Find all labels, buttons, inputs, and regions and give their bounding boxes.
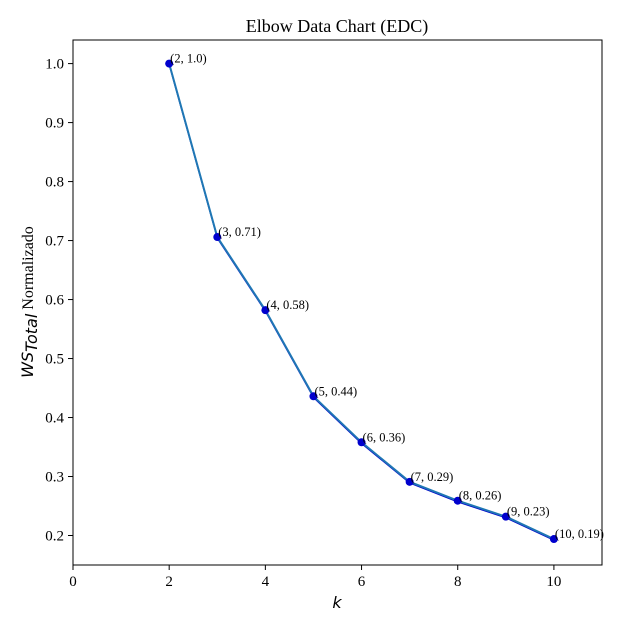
chart-title: Elbow Data Chart (EDC) — [246, 16, 428, 37]
y-tick-label: 0.9 — [45, 116, 64, 132]
x-tick-label: 10 — [546, 574, 561, 590]
data-label: (2, 1.0) — [170, 52, 206, 66]
data-label: (3, 0.71) — [218, 225, 261, 239]
y-axis-label: WSTotal Normalizado — [18, 226, 41, 378]
x-tick-label: 2 — [165, 574, 173, 590]
marker-group — [165, 59, 558, 544]
data-point — [501, 512, 510, 521]
data-label: (10, 0.19) — [555, 527, 604, 541]
x-tick-label: 6 — [358, 574, 366, 590]
data-label: (4, 0.58) — [266, 298, 309, 312]
y-tick-label: 0.6 — [45, 293, 64, 309]
data-point — [309, 392, 318, 401]
data-label: (5, 0.44) — [314, 384, 357, 398]
data-label: (6, 0.36) — [363, 430, 406, 444]
x-tick-label: 4 — [262, 574, 270, 590]
y-tick-label: 0.4 — [45, 411, 64, 427]
data-point — [549, 535, 558, 544]
y-tick-label: 0.8 — [45, 175, 64, 191]
data-label-group: (2, 1.0) (3, 0.71) (4, 0.58) (5, 0.44) (6, 0… — [170, 52, 604, 541]
plot-area-frame — [72, 39, 603, 566]
data-point — [453, 496, 462, 505]
y-axis: 0.2 0.3 0.4 0.5 0.6 0.7 0.8 0.9 1.0 — [45, 57, 73, 545]
data-point — [357, 438, 366, 447]
data-label: (8, 0.26) — [459, 489, 502, 503]
y-tick-label: 0.5 — [45, 352, 64, 368]
svg-text:WSTotal Normalizado: WSTotal Normalizado — [18, 226, 41, 378]
series-line-group — [168, 63, 555, 541]
y-tick-label: 0.2 — [45, 529, 64, 545]
y-tick-label: 0.7 — [45, 234, 64, 250]
data-point — [261, 306, 270, 315]
x-axis: 0 2 4 6 8 10 — [69, 565, 561, 590]
data-point — [405, 477, 414, 486]
series-line-shadow — [168, 64, 555, 541]
y-axis-label-subscript: Total — [22, 313, 41, 352]
series-line — [168, 63, 555, 540]
data-label: (9, 0.23) — [507, 505, 550, 519]
data-point — [213, 233, 222, 242]
y-tick-label: 1.0 — [45, 57, 64, 73]
x-axis-label: k — [332, 593, 342, 612]
y-axis-label-rest: Normalizado — [20, 226, 37, 314]
x-tick-label: 8 — [454, 574, 462, 590]
data-label: (7, 0.29) — [411, 470, 454, 484]
x-tick-label: 0 — [69, 574, 77, 590]
y-tick-label: 0.3 — [45, 470, 64, 486]
y-axis-label-main: WS — [18, 352, 37, 378]
data-point — [165, 59, 174, 68]
